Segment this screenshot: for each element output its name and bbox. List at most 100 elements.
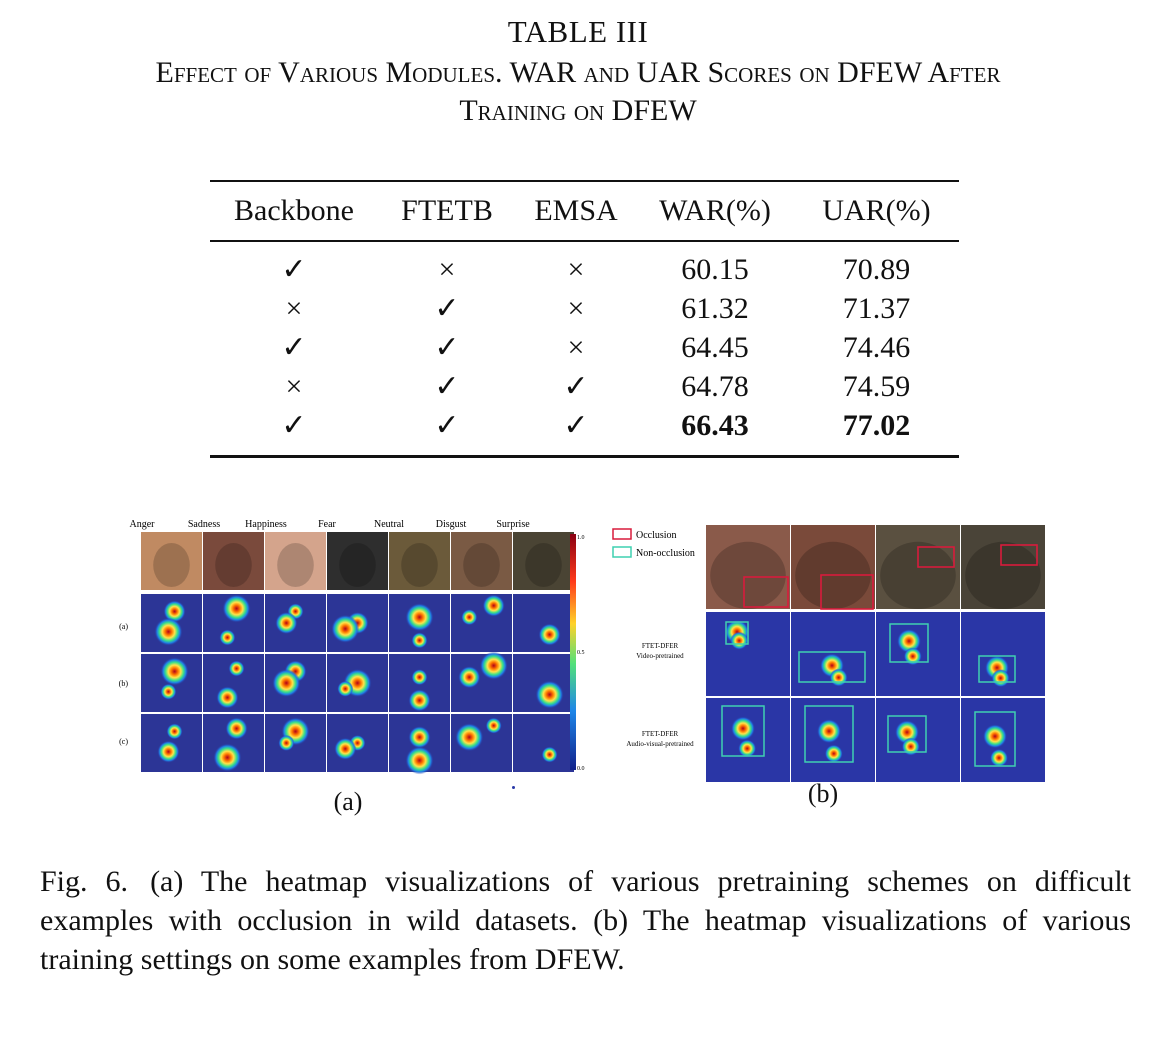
figure-caption-text: (a) The heatmap visualizations of variou…	[40, 865, 1131, 976]
cell-ftetb: ✓	[434, 409, 460, 442]
heatmap-spot	[730, 631, 749, 650]
row-label-av-l1: FTET-DFER	[642, 730, 679, 738]
heatmap-spot	[411, 632, 428, 649]
row-label: (a)	[119, 622, 128, 631]
heatmap-spot	[272, 669, 301, 697]
cell-emsa: ✓	[563, 370, 589, 403]
cell-backbone: ✓	[281, 253, 307, 286]
stray-dot	[512, 786, 515, 789]
ablation-table: Backbone FTETB EMSA WAR(%) UAR(%) ✓ × × …	[210, 180, 959, 458]
table-header-row: Backbone FTETB EMSA WAR(%) UAR(%)	[210, 181, 959, 241]
cell-backbone: ✓	[281, 331, 307, 364]
cell-war: 66.43	[681, 408, 749, 442]
figure-b-occlusion-grid: Occlusion Non-occlusion FTET-DFER Video-…	[612, 525, 1045, 782]
heatmap-spot	[731, 716, 755, 741]
table-number: TABLE III	[507, 14, 649, 49]
cell-uar: 77.02	[842, 408, 911, 442]
occlusion-box	[743, 576, 789, 608]
table-row: ✓ × × 60.15 70.89	[210, 241, 959, 289]
figure-a-label: (a)	[333, 787, 363, 816]
heatmap-spot	[216, 686, 239, 709]
cell-emsa: ×	[567, 252, 585, 286]
heatmap-spot	[228, 660, 245, 677]
heatmap-spot	[225, 717, 248, 740]
heatmap-spot	[817, 719, 841, 744]
non-occlusion-box	[889, 623, 929, 663]
occlusion-legend-label: Occlusion	[636, 530, 677, 541]
face-shadow	[215, 542, 252, 588]
face-shadow	[710, 541, 786, 609]
heatmap-spot	[213, 743, 242, 772]
figure-caption: Fig. 6. (a) The heatmap visualizations of…	[40, 862, 1131, 979]
occlusion-legend-swatch	[612, 528, 632, 540]
header-backbone: Backbone	[234, 194, 354, 227]
heatmap-spot	[163, 600, 186, 623]
figure-number: Fig. 6.	[40, 865, 129, 898]
heatmap-spot	[897, 629, 921, 654]
heatmap-spot	[405, 746, 434, 775]
occlusion-box	[917, 546, 955, 568]
heatmap-spot	[166, 723, 183, 740]
face-shadow	[463, 542, 500, 588]
emotion-label: Disgust	[436, 519, 467, 530]
heatmap-tile	[513, 714, 574, 772]
row-label: (b)	[119, 679, 129, 688]
heatmap-spot	[160, 683, 177, 700]
heatmap-spot	[990, 748, 1008, 767]
row-label-video-l2: Video-pretrained	[636, 652, 684, 660]
emotion-label: Surprise	[496, 519, 530, 530]
cell-ftetb: ✓	[434, 370, 460, 403]
row-label: (c)	[119, 737, 128, 746]
face-image	[961, 525, 1045, 609]
face-image	[791, 525, 875, 609]
cell-backbone: ✓	[281, 409, 307, 442]
heatmap-spot	[738, 739, 757, 758]
non-occlusion-legend-swatch	[612, 546, 632, 558]
emotion-label: Sadness	[188, 519, 220, 530]
cell-backbone: ×	[285, 369, 303, 403]
cell-emsa: ×	[567, 291, 585, 325]
cell-uar: 74.59	[842, 369, 911, 403]
colorbar-tick: 1.0	[577, 535, 585, 541]
heatmap-spot	[405, 603, 434, 632]
heatmap-spot	[485, 717, 502, 734]
face-shadow	[277, 542, 314, 588]
cell-war: 64.45	[681, 330, 749, 364]
emotion-label: Neutral	[374, 519, 404, 530]
heatmap-spot	[337, 680, 354, 697]
heatmap-spot	[331, 614, 360, 643]
heatmap-spot	[408, 689, 431, 712]
face-image	[203, 532, 264, 590]
face-shadow	[153, 542, 190, 588]
non-occlusion-box	[798, 651, 866, 683]
face-image	[265, 532, 326, 590]
heatmap-spot	[275, 612, 298, 634]
emotion-label: Anger	[130, 519, 156, 530]
heatmap-spot	[535, 680, 564, 709]
heatmap-spot	[458, 666, 481, 689]
face-image	[451, 532, 512, 590]
face-shadow	[525, 542, 562, 588]
heatmap-spot	[334, 737, 357, 760]
emotion-label: Happiness	[245, 519, 287, 530]
figure-a-heatmap-grid: Anger Sadness Happiness Fear Neutral Dis…	[119, 519, 585, 775]
header-ftetb: FTETB	[401, 194, 493, 227]
heatmap-spot	[829, 668, 848, 687]
cell-uar: 71.37	[842, 291, 911, 325]
non-occlusion-box	[887, 715, 927, 753]
face-shadow	[401, 542, 438, 588]
non-occlusion-legend-label: Non-occlusion	[636, 548, 695, 559]
occlusion-box	[820, 574, 874, 610]
cell-ftetb: ×	[438, 252, 456, 286]
heatmap-spot	[482, 594, 505, 617]
table-row: ✓ ✓ ✓ 66.43 77.02	[210, 406, 959, 457]
table-caption-line1: Effect of Various Modules. WAR and UAR S…	[155, 56, 1001, 89]
header-emsa: EMSA	[534, 194, 618, 227]
heatmap-spot	[222, 594, 251, 623]
heatmap-tile	[876, 698, 960, 782]
heatmap-spot	[219, 629, 236, 646]
heatmap-spot	[541, 746, 558, 763]
table-caption-line2: Training on DFEW	[459, 94, 697, 127]
heatmap-spot	[411, 669, 428, 686]
heatmap-spot	[455, 723, 484, 752]
